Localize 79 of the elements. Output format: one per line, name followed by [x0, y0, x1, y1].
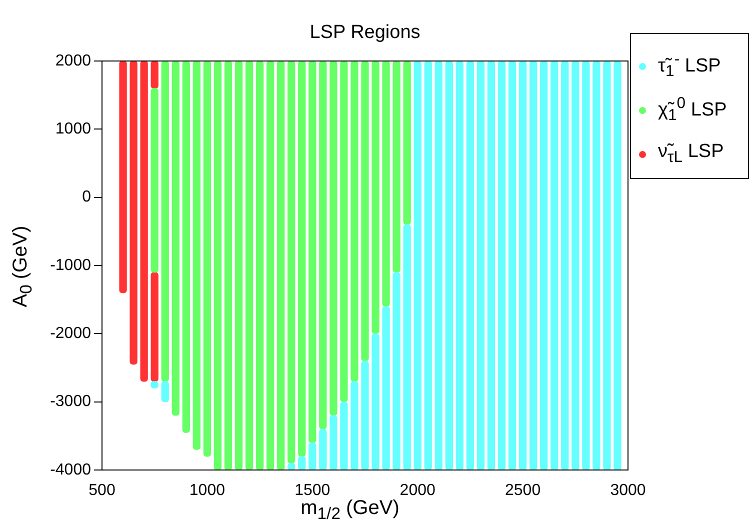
y-tick-label: -3000 [50, 393, 92, 410]
bar [424, 61, 432, 470]
bar [119, 61, 127, 294]
bar [224, 61, 232, 470]
x-tick-label: 1000 [189, 482, 226, 500]
bar [414, 61, 422, 470]
bar [172, 61, 180, 416]
bar [498, 61, 506, 470]
bar [382, 306, 390, 470]
bar [561, 61, 569, 470]
y-tick-label: 0 [82, 188, 92, 206]
bar [487, 61, 496, 470]
bar [256, 61, 264, 470]
legend-label: ν̃$_{τL}$ LSP [658, 141, 724, 167]
bar [330, 415, 338, 470]
x-tick-label: 500 [88, 482, 116, 500]
bar [319, 428, 327, 470]
bar [203, 61, 212, 457]
bar [582, 61, 590, 470]
y-tick-label: 1000 [55, 120, 92, 138]
x-tick-label: 2000 [400, 482, 436, 500]
bar [476, 61, 485, 470]
bar [403, 61, 411, 225]
y-tick-label: -4000 [50, 461, 92, 478]
y-tick-label: -2000 [50, 325, 92, 342]
bar [277, 61, 285, 470]
legend-label: τ̃$_{1}$$^{-}$ LSP [658, 50, 721, 82]
x-tick-label: 2500 [505, 482, 541, 500]
bar [372, 61, 380, 334]
y-tick-label: -1000 [50, 256, 92, 274]
bar [245, 61, 254, 470]
bar [150, 61, 158, 89]
bar [372, 333, 380, 470]
bar [434, 61, 442, 470]
bar [392, 272, 400, 470]
bar [288, 61, 296, 464]
bar [140, 61, 148, 382]
bar [350, 61, 358, 382]
bar [298, 61, 306, 457]
bar [614, 61, 622, 470]
bar [150, 88, 158, 273]
bar [150, 272, 158, 382]
bar [572, 61, 580, 470]
bar [350, 381, 358, 470]
bar [508, 61, 516, 470]
bar [456, 61, 464, 470]
x-tick-label: 1500 [294, 482, 330, 500]
bar [130, 61, 138, 365]
bar [603, 61, 611, 470]
legend-label: χ̃$_{1}$$^{0}$ LSP [658, 94, 727, 126]
bar [382, 61, 390, 307]
bar [161, 381, 169, 402]
bar [308, 61, 316, 444]
bar [466, 61, 474, 470]
bar [518, 61, 527, 470]
bar [361, 360, 369, 470]
bar [529, 61, 538, 470]
bar [592, 61, 600, 470]
bar [214, 61, 222, 470]
bar [234, 61, 243, 470]
bar [330, 61, 338, 416]
y-tick-label: 2000 [55, 52, 92, 70]
bar [392, 61, 400, 273]
bar [540, 61, 548, 470]
bar [403, 224, 411, 470]
chart-title: LSP Regions [308, 22, 422, 44]
x-tick-label: 3000 [610, 482, 646, 500]
bar [266, 61, 274, 470]
bar [445, 61, 453, 470]
bar [340, 402, 348, 470]
x-axis-title: m$_{1/2}$ (GeV) [300, 497, 400, 523]
bar [182, 61, 190, 433]
bar [550, 61, 558, 470]
bar [308, 442, 316, 470]
bar [340, 61, 348, 402]
bar [361, 61, 369, 362]
bar [319, 61, 327, 430]
bar [192, 61, 201, 450]
bar [161, 61, 169, 382]
